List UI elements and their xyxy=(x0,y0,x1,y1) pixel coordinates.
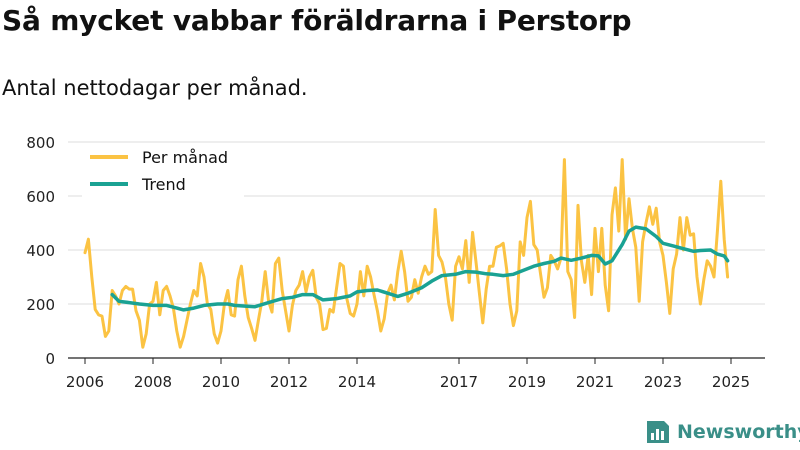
y-tick-label: 800 xyxy=(26,134,55,152)
series-line-trend xyxy=(110,225,730,312)
x-tick-label: 2014 xyxy=(338,373,376,391)
newsworthy-logo-icon xyxy=(647,421,669,443)
y-tick-label: 400 xyxy=(26,242,55,260)
x-tick-label: 2012 xyxy=(270,373,308,391)
y-tick-label: 0 xyxy=(45,350,55,368)
series-line-per-manad xyxy=(83,158,730,349)
x-tick-label: 2019 xyxy=(508,373,546,391)
x-tick-label: 2010 xyxy=(202,373,240,391)
legend-label: Trend xyxy=(141,175,186,194)
x-tick-label: 2017 xyxy=(440,373,478,391)
chart-subtitle: Antal nettodagar per månad. xyxy=(2,76,308,100)
x-tick-label: 2021 xyxy=(576,373,614,391)
y-tick-label: 200 xyxy=(26,296,55,314)
line-chart: 0 200 400 600 800 2006 2008 2010 2012 2014 2017 201… xyxy=(26,134,765,391)
legend-box xyxy=(82,143,244,198)
brand-name: Newsworthy xyxy=(677,421,800,443)
chart-title: Så mycket vabbar föräldrarna i Perstorp xyxy=(2,4,632,37)
x-tick-label: 2025 xyxy=(712,373,750,391)
brand-logo: Newsworthy xyxy=(644,419,800,445)
x-tick-label: 2008 xyxy=(134,373,172,391)
x-tick-label: 2006 xyxy=(66,373,104,391)
legend-label: Per månad xyxy=(142,148,228,167)
x-tick-label: 2023 xyxy=(644,373,682,391)
y-tick-label: 600 xyxy=(26,188,55,206)
